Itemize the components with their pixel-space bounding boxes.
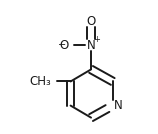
- Text: CH₃: CH₃: [29, 75, 51, 88]
- Text: N: N: [87, 39, 95, 52]
- Text: O: O: [86, 15, 96, 28]
- Text: +: +: [93, 35, 100, 44]
- Text: N: N: [114, 99, 123, 112]
- Text: −: −: [58, 40, 66, 50]
- Text: O: O: [60, 39, 69, 52]
